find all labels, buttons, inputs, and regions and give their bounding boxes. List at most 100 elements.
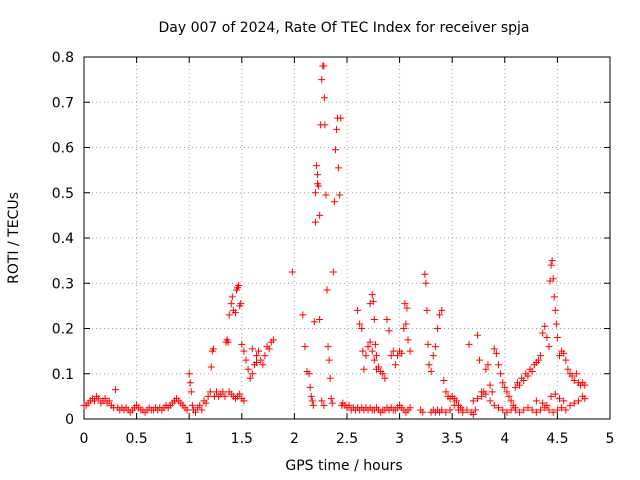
x-tick-label: 0 <box>80 431 89 447</box>
data-point <box>323 286 331 294</box>
data-point <box>320 401 328 409</box>
data-point <box>433 325 441 332</box>
data-point <box>246 374 254 382</box>
data-point <box>558 404 566 412</box>
data-point <box>400 325 408 332</box>
data-point <box>482 390 490 398</box>
data-point <box>198 406 206 414</box>
data-point <box>547 392 555 400</box>
data-point <box>459 408 467 416</box>
data-point <box>244 365 252 373</box>
data-point <box>486 381 494 389</box>
data-point <box>534 356 542 364</box>
data-point <box>371 340 379 348</box>
data-point <box>354 306 362 314</box>
data-point <box>288 268 296 276</box>
data-point <box>225 311 233 319</box>
y-tick-label: 0.2 <box>52 322 74 338</box>
data-point <box>329 268 337 276</box>
data-point <box>537 406 545 414</box>
data-point <box>253 358 261 366</box>
x-tick-label: 1.5 <box>231 431 253 447</box>
y-tick-label: 0.1 <box>52 367 74 383</box>
data-point <box>316 211 324 219</box>
data-point <box>566 401 574 409</box>
data-point <box>337 114 345 122</box>
data-point <box>358 325 366 332</box>
data-point <box>406 347 414 355</box>
data-point <box>368 347 376 355</box>
data-point <box>524 404 532 412</box>
data-point <box>183 406 191 414</box>
data-point <box>362 352 370 360</box>
data-point <box>360 365 368 373</box>
data-point <box>372 352 380 360</box>
data-point <box>236 390 244 398</box>
data-point <box>421 270 429 278</box>
data-point <box>537 352 545 360</box>
data-point <box>431 343 439 351</box>
data-point <box>213 388 221 396</box>
data-point <box>547 261 555 269</box>
data-point <box>423 306 431 314</box>
data-point <box>478 388 486 396</box>
data-point <box>328 399 336 407</box>
x-tick-label: 3.5 <box>441 431 463 447</box>
y-tick-label: 0.8 <box>52 50 74 66</box>
data-point <box>320 94 328 102</box>
data-point <box>503 408 511 416</box>
data-point <box>476 356 484 364</box>
data-point <box>473 395 481 403</box>
data-point <box>248 345 256 353</box>
data-point <box>492 349 500 357</box>
x-tick-label: 5 <box>606 431 615 447</box>
data-point <box>501 383 509 391</box>
data-point <box>391 361 399 369</box>
data-point <box>112 386 120 394</box>
data-point <box>511 406 519 414</box>
x-axis-label: GPS time / hours <box>285 458 402 474</box>
data-point <box>553 406 561 414</box>
data-point <box>385 327 393 335</box>
data-point <box>545 406 553 414</box>
data-point <box>369 297 377 305</box>
x-tick-label: 4.5 <box>546 431 568 447</box>
data-point <box>511 383 519 391</box>
gridlines <box>84 57 610 419</box>
data-point <box>331 146 339 154</box>
data-point <box>488 388 496 396</box>
data-point <box>255 347 263 355</box>
data-point <box>463 406 471 414</box>
data-point <box>543 334 551 342</box>
data-point <box>326 374 334 382</box>
data-point <box>204 392 212 400</box>
data-point <box>556 395 564 403</box>
data-point <box>539 399 547 407</box>
data-point <box>494 361 502 369</box>
data-point <box>185 370 193 378</box>
data-point <box>265 345 273 353</box>
data-point <box>465 340 473 348</box>
data-point <box>564 365 572 373</box>
data-point <box>242 356 250 364</box>
data-point <box>545 343 553 351</box>
data-point <box>568 372 576 380</box>
data-point <box>516 408 524 416</box>
data-point <box>562 356 570 364</box>
data-point <box>440 377 448 385</box>
data-point <box>202 399 210 407</box>
data-point <box>581 395 589 403</box>
data-point <box>383 315 391 323</box>
y-tick-label: 0.7 <box>52 95 74 111</box>
data-point <box>471 406 479 414</box>
data-point <box>318 76 326 84</box>
data-points <box>80 62 589 418</box>
data-point <box>425 361 433 369</box>
data-point <box>520 377 528 385</box>
data-point <box>307 392 315 400</box>
data-point <box>219 388 227 396</box>
data-point <box>570 399 578 407</box>
y-tick-label: 0 <box>65 412 74 428</box>
data-point <box>505 392 513 400</box>
data-point <box>539 329 547 337</box>
